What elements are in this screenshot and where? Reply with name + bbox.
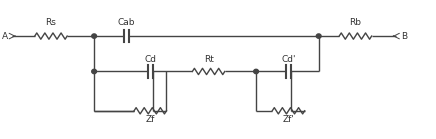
Circle shape (254, 69, 259, 74)
Text: B: B (401, 32, 407, 41)
Circle shape (92, 34, 96, 38)
Text: Zf': Zf' (283, 115, 294, 124)
Text: Rt: Rt (204, 55, 214, 64)
Circle shape (317, 34, 321, 38)
Circle shape (92, 69, 96, 74)
Text: A: A (2, 32, 8, 41)
Text: Cd': Cd' (281, 55, 296, 64)
Text: Cd: Cd (144, 55, 156, 64)
Text: Zf: Zf (146, 115, 155, 124)
Text: Cab: Cab (118, 18, 135, 27)
Text: Rs: Rs (45, 18, 56, 27)
Text: Rb: Rb (349, 18, 361, 27)
